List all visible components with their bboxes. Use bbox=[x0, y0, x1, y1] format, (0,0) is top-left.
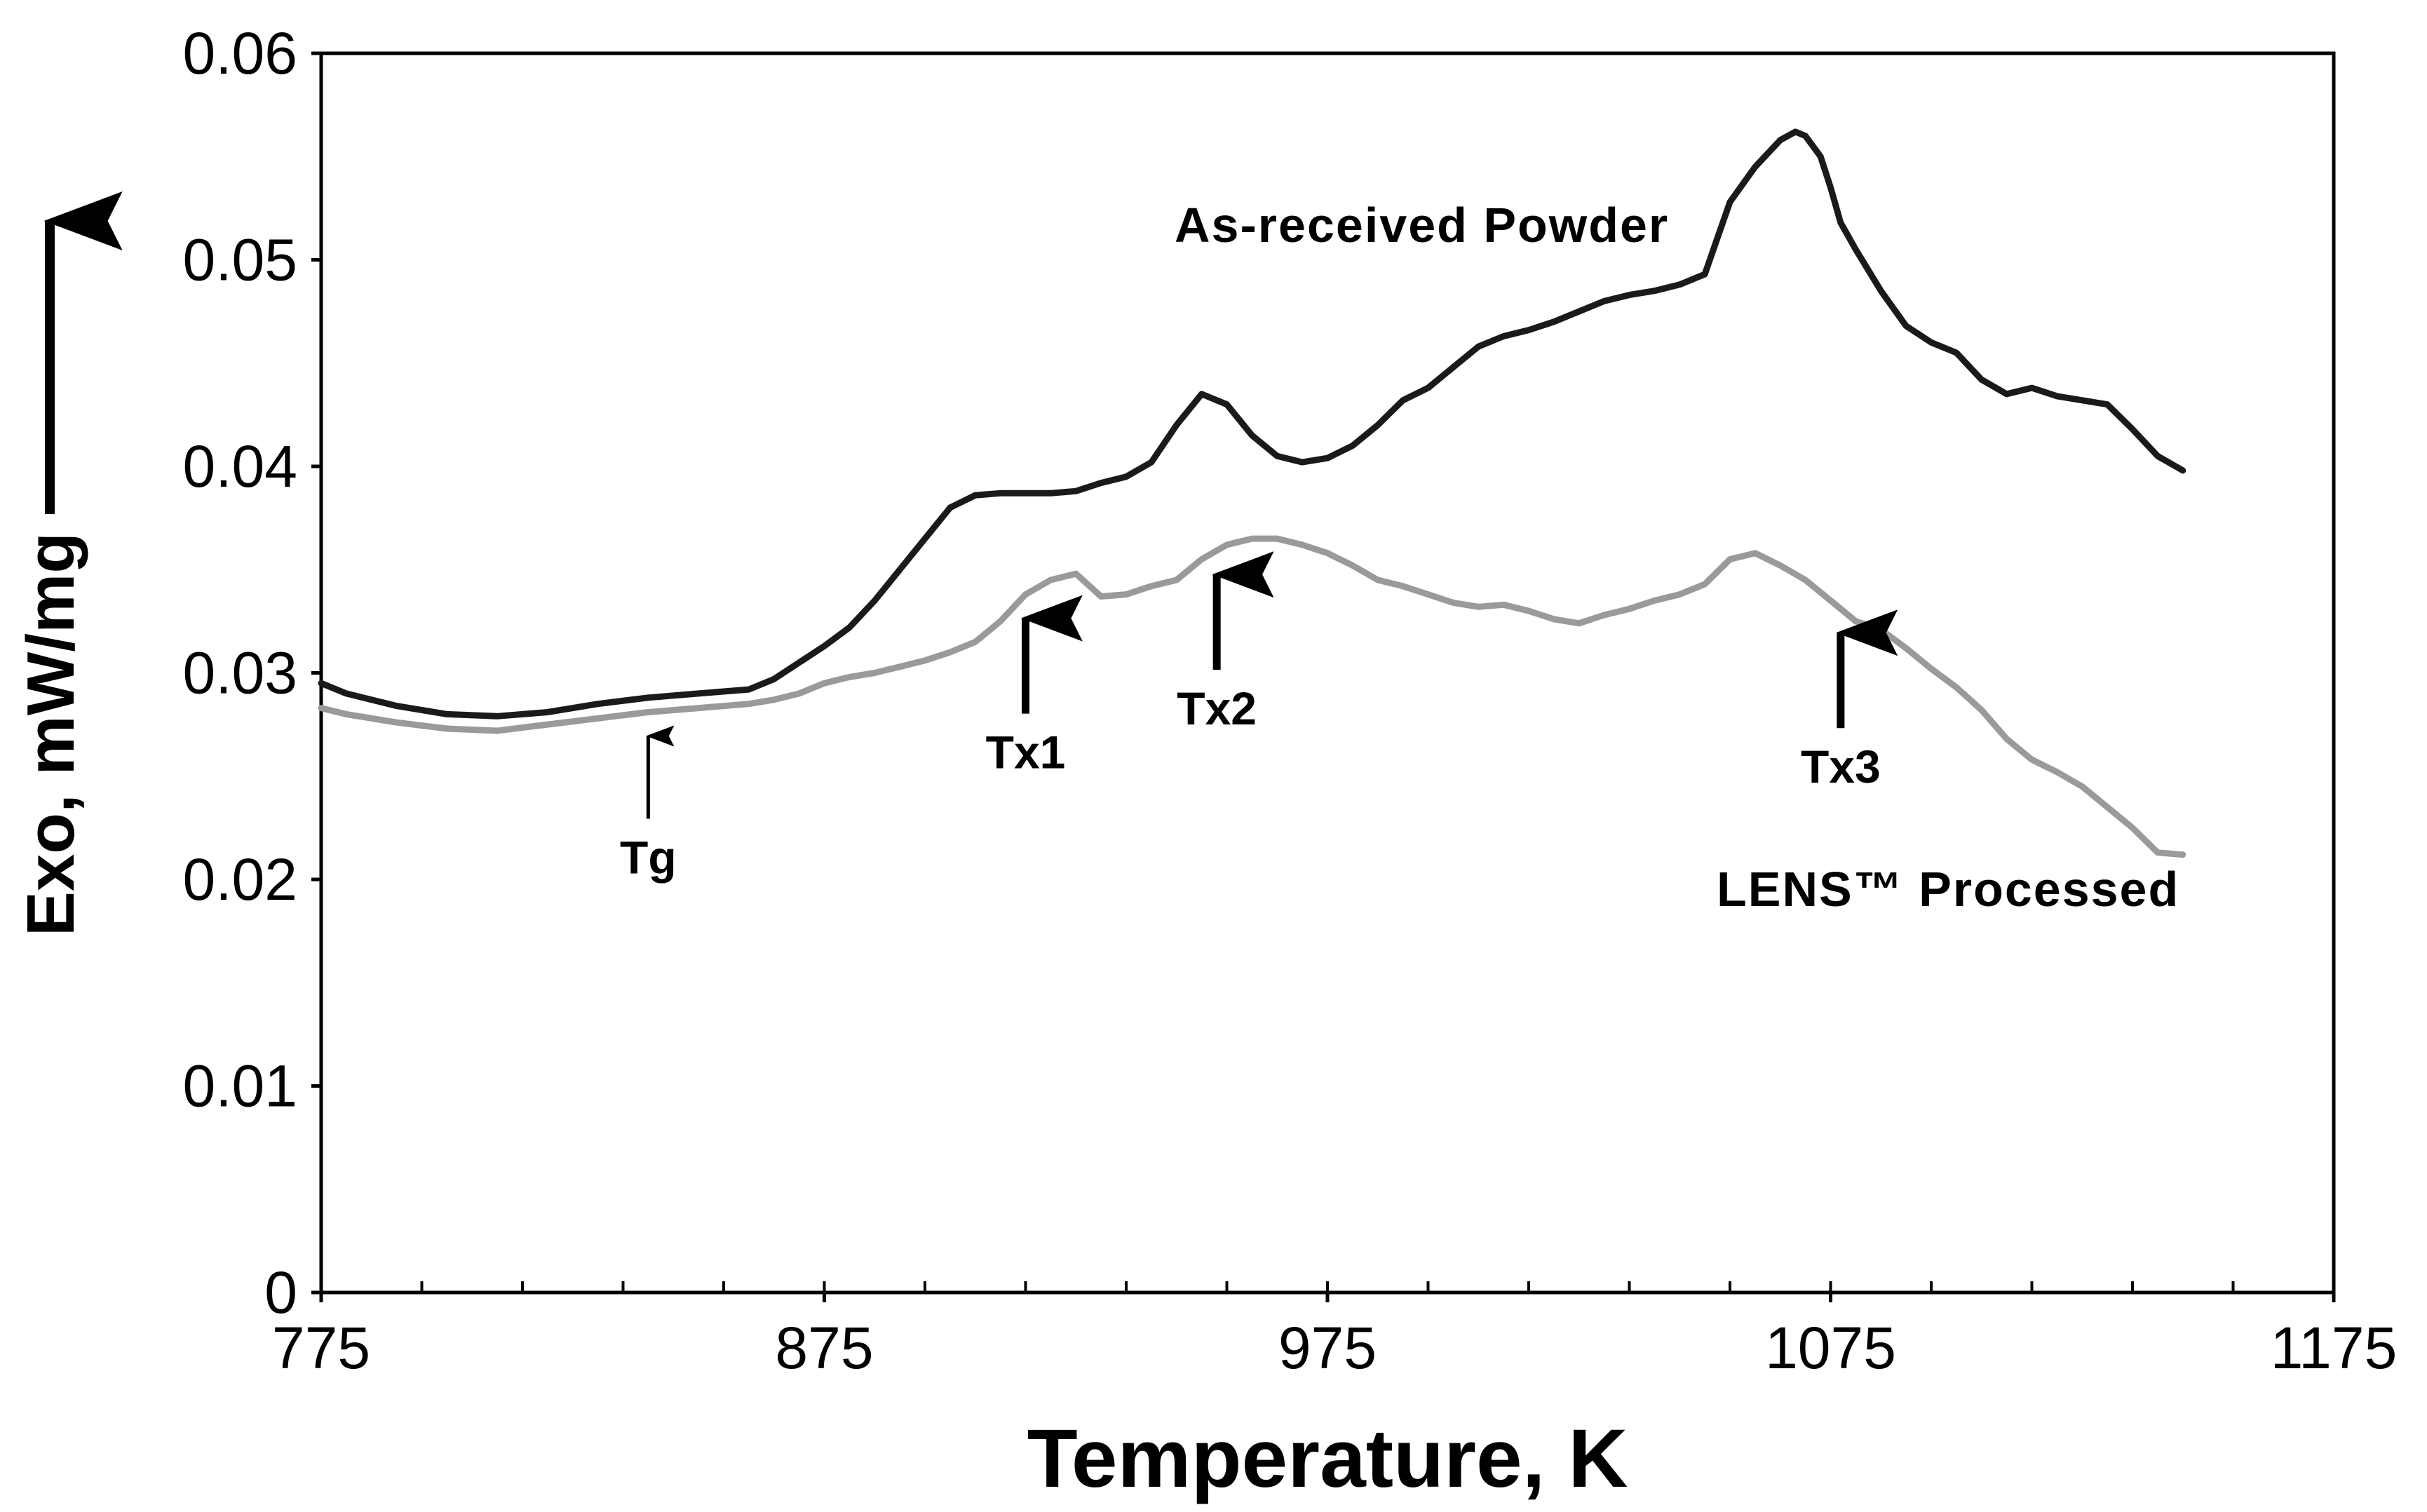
x-tick-label: 875 bbox=[775, 1315, 873, 1381]
series-line-as-received bbox=[318, 128, 2186, 720]
x-axis-ticks: 775 875 975 1075 1175 bbox=[272, 1292, 2397, 1381]
x-tick-label: 775 bbox=[272, 1315, 370, 1381]
series-label-as-received: As-received Powder bbox=[1175, 198, 1669, 252]
x-tick-label: 1075 bbox=[1765, 1315, 1896, 1381]
transition-annotations: Tg Tx1 Tx2 Tx3 bbox=[620, 551, 1898, 883]
y-tick-label: 0.01 bbox=[183, 1053, 298, 1119]
series-line-lens-processed bbox=[318, 535, 2186, 858]
y-tick-label: 0 bbox=[264, 1260, 297, 1325]
x-axis-title: Temperature, K bbox=[1027, 1412, 1628, 1505]
y-tick-label: 0.03 bbox=[183, 640, 298, 706]
y-tick-label: 0.04 bbox=[183, 433, 298, 499]
y-tick-label: 0.05 bbox=[183, 227, 298, 293]
y-tick-label: 0.02 bbox=[183, 846, 298, 912]
series-lines bbox=[318, 128, 2186, 858]
x-minor-ticks bbox=[420, 1281, 2235, 1292]
annotation-label-tx3: Tx3 bbox=[1801, 741, 1881, 792]
series-label-lens-processed: LENS™ Processed bbox=[1717, 862, 2179, 917]
x-tick-label: 975 bbox=[1278, 1315, 1377, 1381]
y-tick-label: 0.06 bbox=[183, 20, 298, 86]
plot-area bbox=[319, 51, 2336, 1295]
y-axis-title-group: Exo, mW/mg bbox=[13, 191, 123, 936]
annotation-label-tx2: Tx2 bbox=[1177, 682, 1257, 734]
annotation-label-tx1: Tx1 bbox=[986, 727, 1066, 778]
y-axis-title: Exo, mW/mg bbox=[13, 532, 88, 936]
y-axis-ticks: 0 0.01 0.02 0.03 0.04 0.05 0.06 bbox=[183, 20, 321, 1325]
annotation-label-tg: Tg bbox=[620, 831, 677, 883]
x-tick-label: 1175 bbox=[2271, 1315, 2398, 1381]
